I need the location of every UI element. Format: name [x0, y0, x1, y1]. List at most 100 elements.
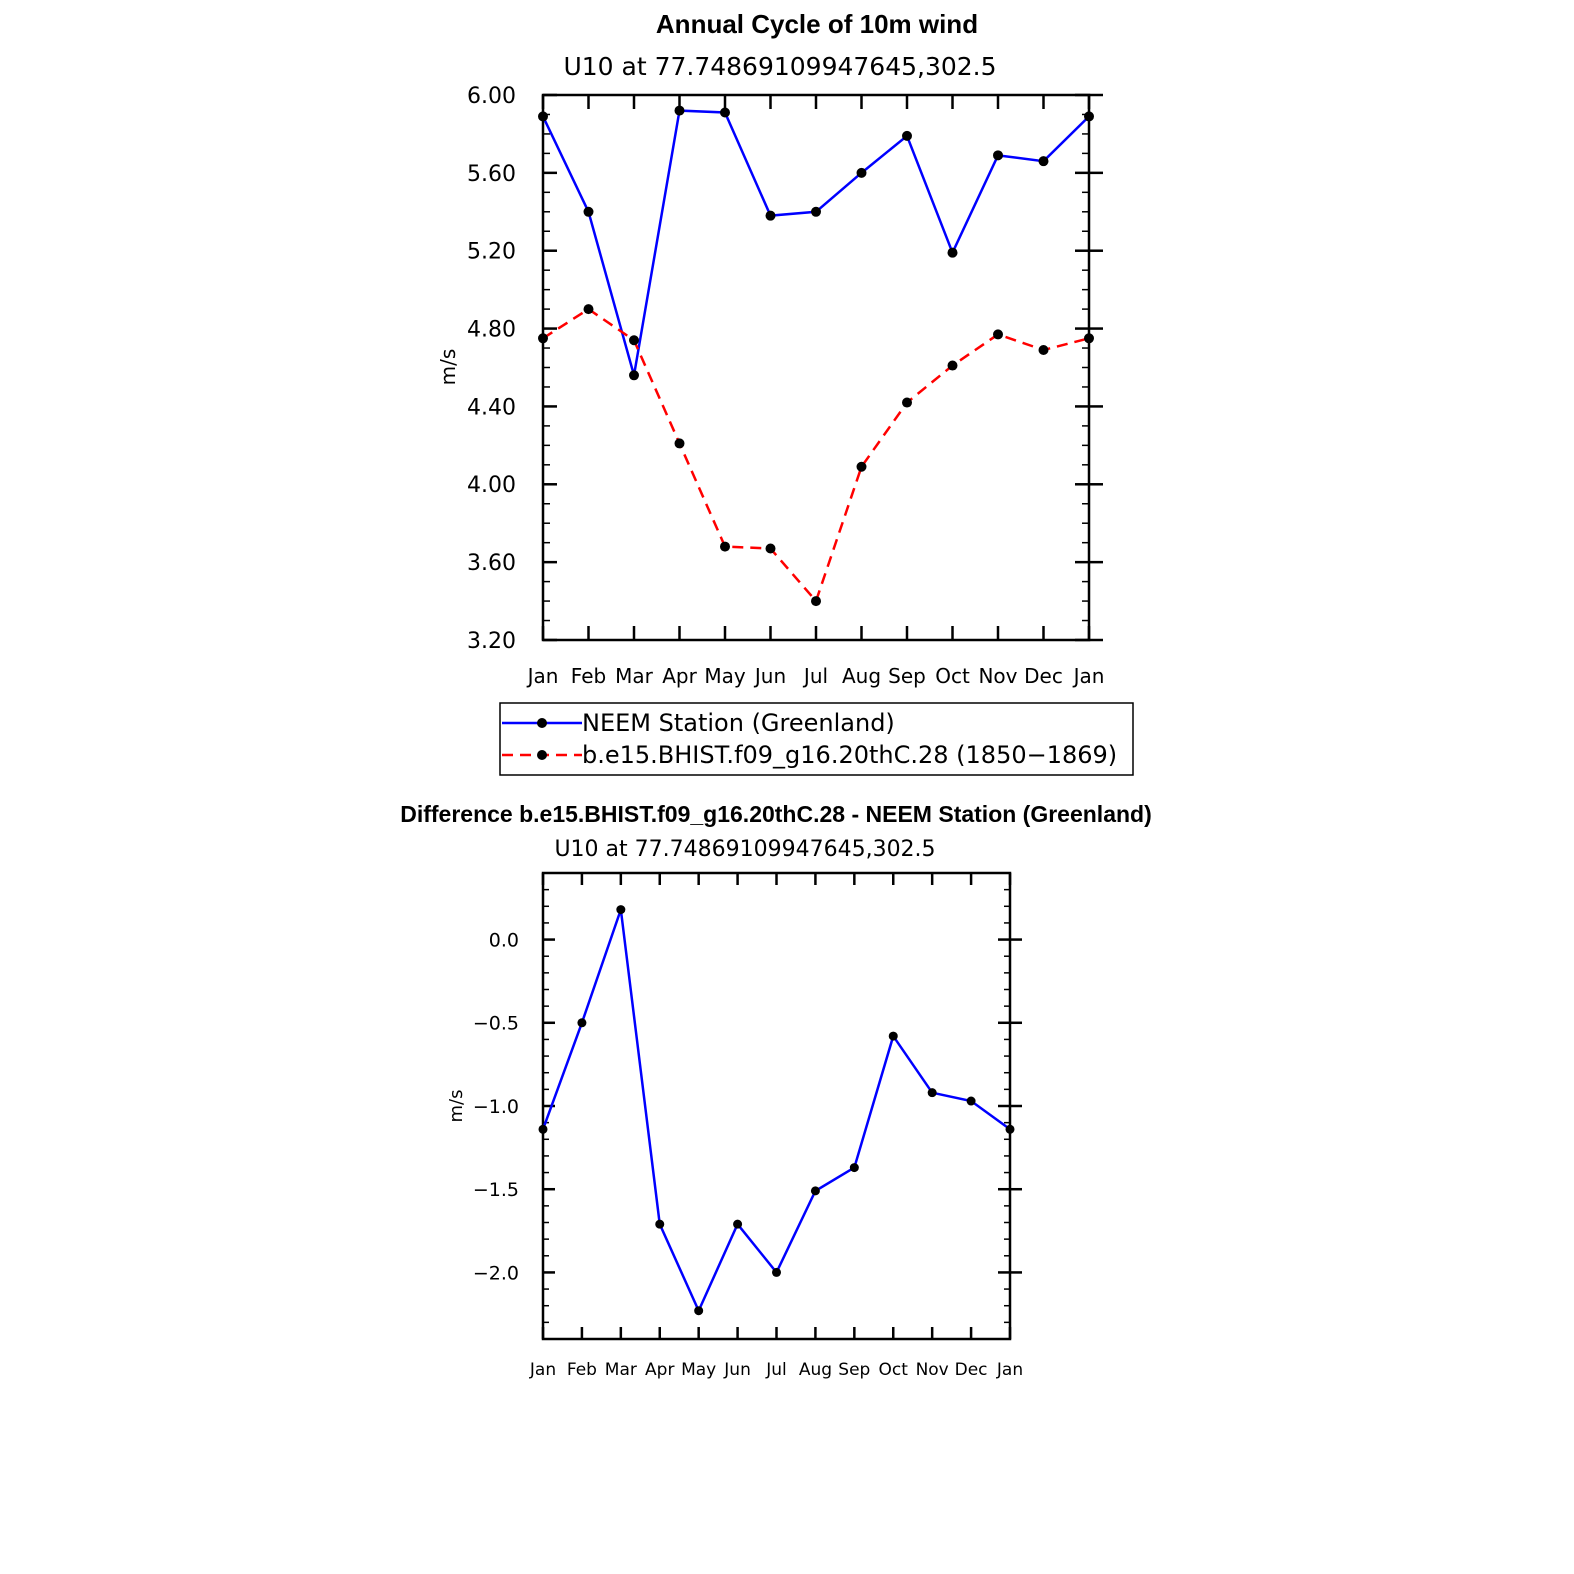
- series-0: [538, 105, 1094, 381]
- chart1-plot-frame: [541, 93, 1091, 642]
- chart1-legend: NEEM Station (Greenland) b.e15.BHIST.f09_…: [499, 702, 1134, 776]
- data-point: [694, 1306, 704, 1316]
- y-tick-label: 0.0: [489, 929, 519, 951]
- y-tick-label: 3.20: [467, 629, 516, 654]
- data-point: [902, 397, 912, 408]
- data-point: [1084, 333, 1094, 344]
- chart1-ylabel: m/s: [436, 349, 460, 386]
- y-tick-label: 4.00: [467, 473, 516, 498]
- x-tick-label: Feb: [571, 664, 606, 688]
- x-tick-label: Mar: [615, 664, 654, 688]
- data-point: [947, 247, 958, 258]
- data-point: [1084, 111, 1094, 122]
- data-point: [993, 329, 1003, 340]
- data-point: [538, 111, 548, 122]
- y-tick-label: 4.40: [467, 395, 516, 420]
- difference-chart: Difference b.e15.BHIST.f09_g16.20thC.28 …: [400, 801, 1152, 1380]
- chart2-title: Difference b.e15.BHIST.f09_g16.20thC.28 …: [400, 801, 1152, 827]
- x-tick-label: Mar: [605, 1360, 637, 1380]
- annual-cycle-chart: Annual Cycle of 10m wind U10 at 77.74869…: [436, 9, 1134, 776]
- x-tick-label: Jul: [802, 664, 828, 688]
- chart2-ylabel: m/s: [446, 1090, 467, 1123]
- data-point: [849, 1163, 859, 1173]
- data-point: [927, 1088, 937, 1098]
- legend-label: NEEM Station (Greenland): [582, 709, 895, 737]
- data-point: [655, 1219, 665, 1229]
- x-tick-label: Jan: [996, 1360, 1023, 1380]
- data-point: [616, 905, 626, 915]
- data-point: [720, 541, 730, 552]
- x-tick-label: Aug: [842, 664, 881, 688]
- data-point: [856, 167, 867, 178]
- data-point: [772, 1267, 781, 1277]
- data-point: [629, 370, 639, 381]
- x-tick-label: Jun: [753, 664, 786, 688]
- data-point: [733, 1219, 743, 1229]
- x-tick-label: Dec: [1024, 664, 1063, 688]
- data-point: [538, 333, 548, 344]
- legend-label: b.e15.BHIST.f09_g16.20thC.28 (1850−1869): [582, 741, 1117, 769]
- data-point: [810, 1186, 820, 1196]
- data-point: [674, 105, 685, 116]
- legend-marker: [537, 750, 547, 760]
- y-tick-label: 4.80: [467, 317, 516, 342]
- x-tick-label: Jan: [1072, 664, 1105, 688]
- y-tick-label: 5.60: [467, 162, 516, 187]
- data-point: [902, 130, 912, 141]
- x-tick-label: Jul: [765, 1360, 787, 1380]
- x-tick-label: Jan: [529, 1360, 556, 1380]
- data-point: [1038, 156, 1049, 167]
- data-point: [888, 1031, 898, 1041]
- x-tick-label: Sep: [838, 1360, 870, 1380]
- data-point: [993, 150, 1003, 161]
- data-point: [811, 206, 821, 217]
- data-point: [583, 206, 594, 217]
- y-tick-label: 3.60: [467, 551, 516, 576]
- x-tick-label: Apr: [662, 664, 697, 688]
- chart2-subtitle: U10 at 77.74869109947645,302.5: [554, 837, 935, 862]
- x-tick-label: Oct: [935, 664, 970, 688]
- data-point: [538, 1124, 548, 1134]
- x-tick-label: May: [681, 1360, 716, 1380]
- data-point: [720, 107, 730, 118]
- x-tick-label: Sep: [888, 664, 926, 688]
- chart1-title: Annual Cycle of 10m wind: [656, 9, 978, 39]
- data-point: [577, 1018, 587, 1028]
- legend-box: [499, 702, 1134, 776]
- x-tick-label: Aug: [799, 1360, 832, 1380]
- y-tick-label: −1.5: [473, 1179, 519, 1201]
- series-0: [538, 905, 1015, 1316]
- data-point: [1038, 344, 1049, 355]
- x-tick-label: Nov: [978, 664, 1017, 688]
- x-tick-label: Jan: [526, 664, 559, 688]
- chart1-subtitle: U10 at 77.74869109947645,302.5: [563, 52, 996, 81]
- series-line: [541, 909, 1011, 1314]
- data-point: [1005, 1124, 1015, 1134]
- data-point: [947, 360, 958, 371]
- data-point: [811, 596, 821, 607]
- data-point: [583, 304, 594, 315]
- data-point: [765, 210, 776, 221]
- x-tick-label: Feb: [567, 1360, 597, 1380]
- data-point: [629, 335, 639, 346]
- x-tick-label: Oct: [879, 1360, 909, 1380]
- y-tick-label: −0.5: [473, 1013, 519, 1035]
- x-tick-label: May: [704, 664, 746, 688]
- legend-marker: [537, 718, 547, 728]
- y-tick-label: −1.0: [473, 1096, 519, 1118]
- x-tick-label: Dec: [955, 1360, 988, 1380]
- data-point: [765, 543, 776, 554]
- y-tick-label: −2.0: [473, 1262, 519, 1284]
- series-1: [538, 304, 1094, 607]
- data-point: [856, 461, 867, 472]
- series-line: [541, 109, 1090, 376]
- x-tick-label: Apr: [645, 1360, 674, 1380]
- y-tick-label: 6.00: [467, 84, 516, 109]
- y-tick-label: 5.20: [467, 240, 516, 265]
- series-line: [542, 307, 1090, 604]
- data-point: [674, 438, 685, 449]
- x-tick-label: Nov: [916, 1360, 949, 1380]
- x-tick-label: Jun: [723, 1360, 751, 1380]
- data-point: [966, 1096, 976, 1106]
